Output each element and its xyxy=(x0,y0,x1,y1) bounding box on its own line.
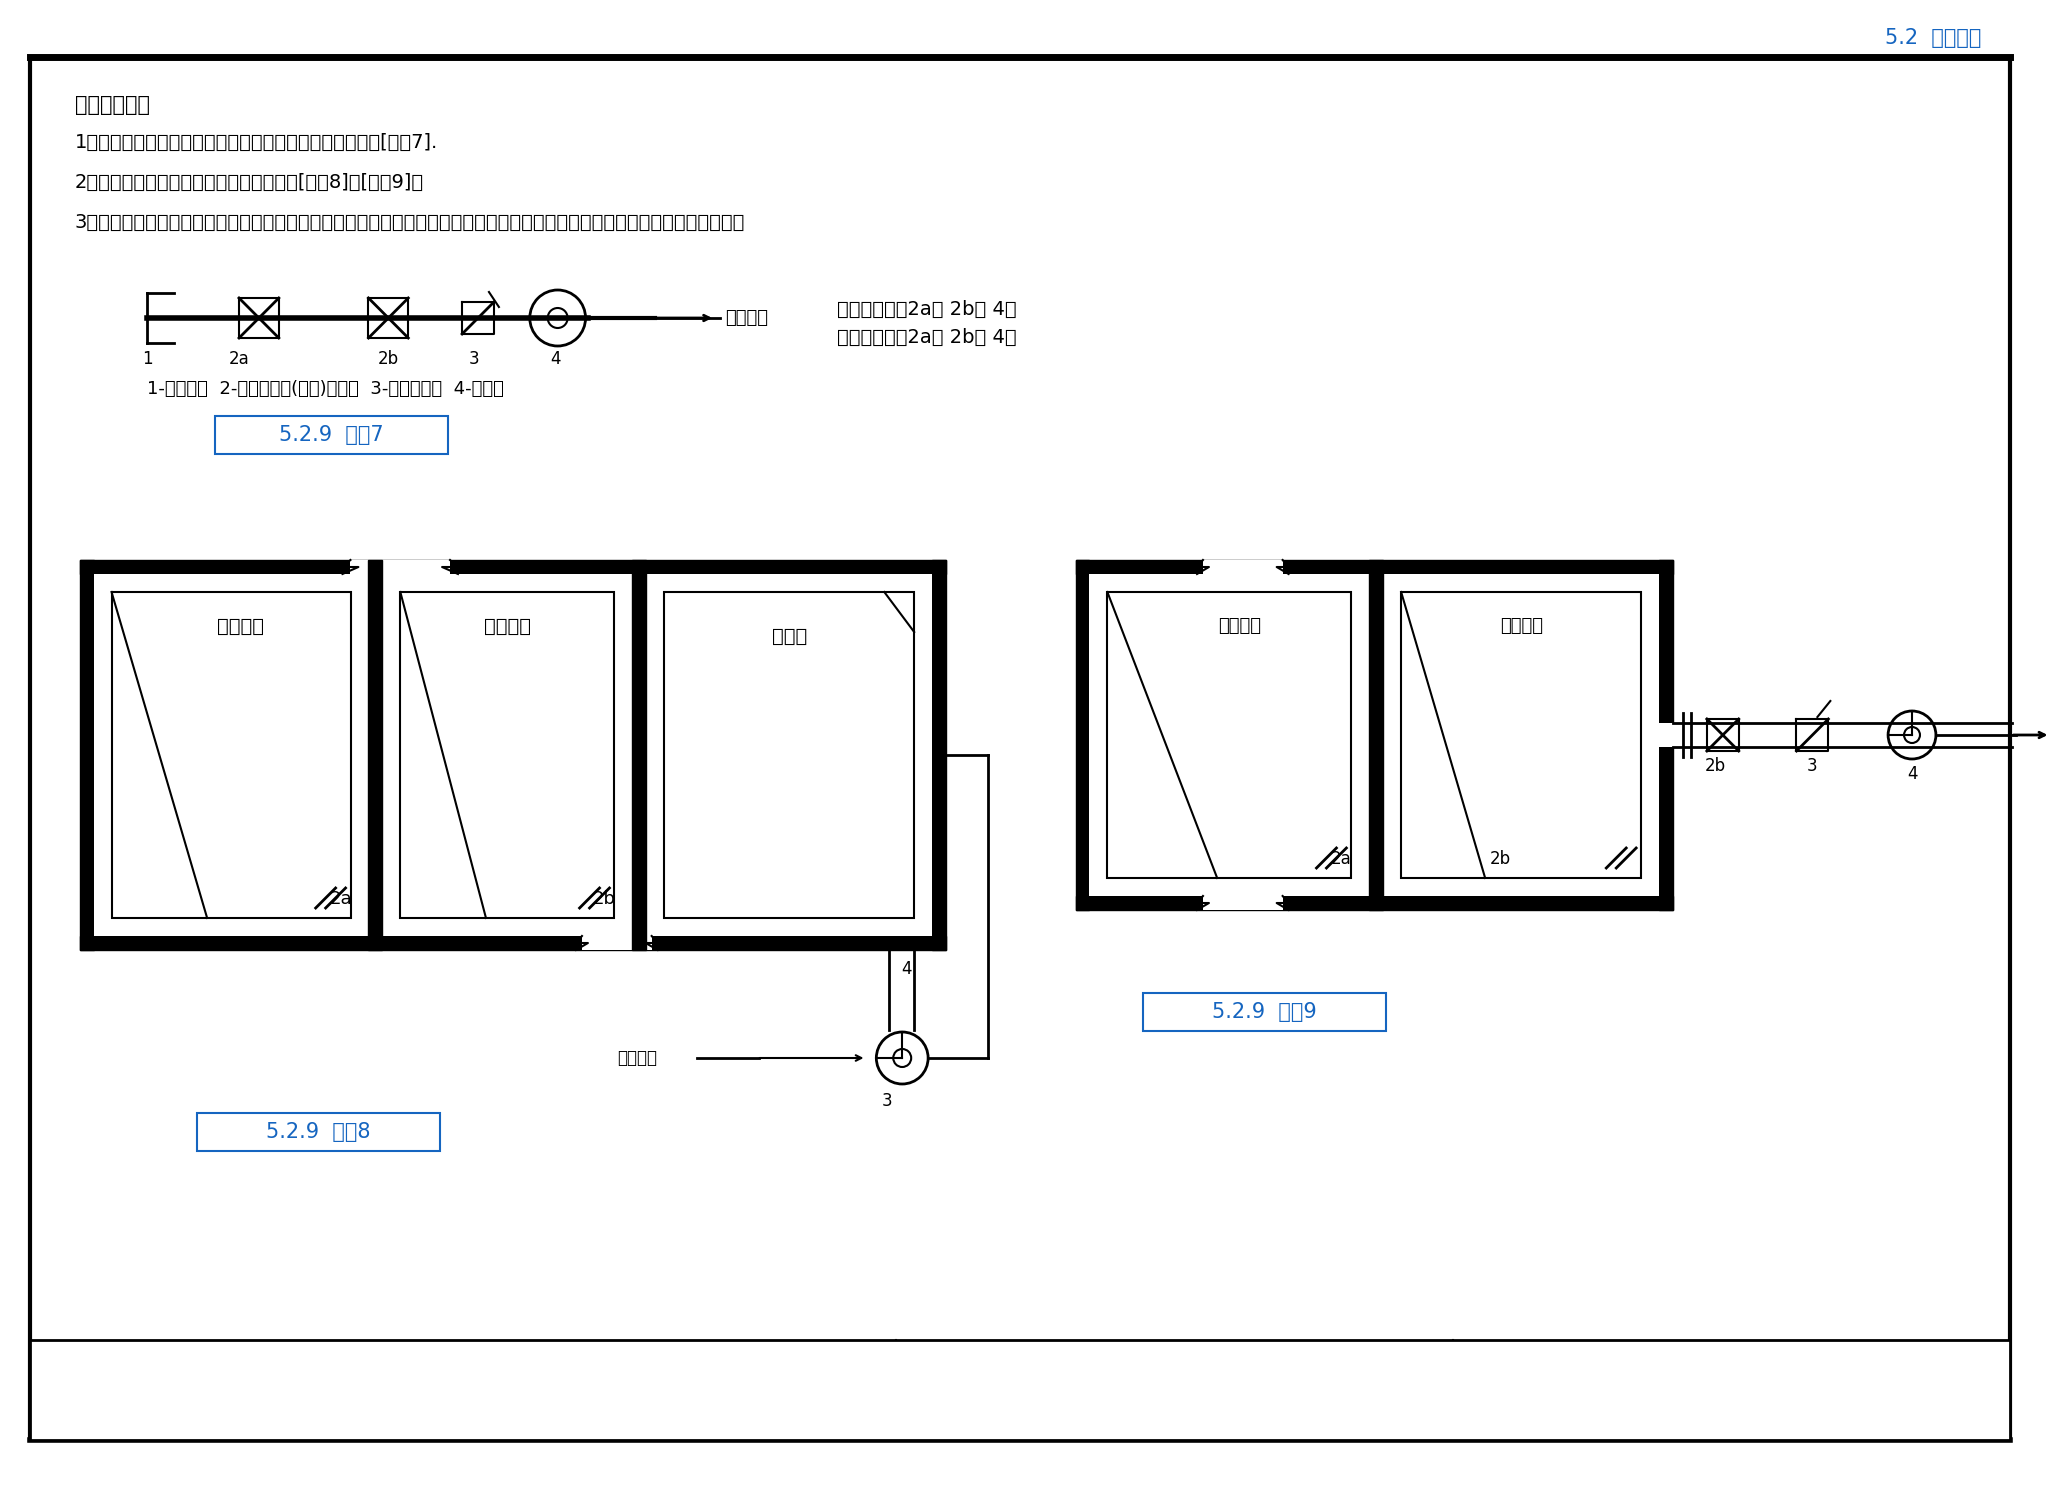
Bar xyxy=(350,561,451,574)
Text: 室内排风: 室内排风 xyxy=(616,1049,657,1067)
Bar xyxy=(94,574,932,936)
Text: 53: 53 xyxy=(1950,1408,1968,1422)
Text: 3: 3 xyxy=(1806,756,1819,774)
Text: 5.2  防护通风: 5.2 防护通风 xyxy=(1886,28,1982,48)
Text: 5.2.9  图示8: 5.2.9 图示8 xyxy=(266,1123,371,1142)
Text: 马连民: 马连民 xyxy=(1745,1408,1769,1422)
Text: 集气室: 集气室 xyxy=(772,626,807,646)
Bar xyxy=(80,936,946,949)
Text: 2b: 2b xyxy=(1491,851,1511,869)
Bar xyxy=(31,1340,2009,1440)
Text: 密闭通道: 密闭通道 xyxy=(483,617,530,635)
Bar xyxy=(1659,561,1673,910)
Text: 耿世彬: 耿世彬 xyxy=(1036,1408,1061,1422)
Text: 3: 3 xyxy=(883,1091,893,1109)
Bar xyxy=(1108,592,1352,878)
Bar xyxy=(582,936,651,949)
Text: 2b: 2b xyxy=(594,890,616,907)
Text: 竟  勇: 竟 勇 xyxy=(1339,1408,1364,1422)
Bar xyxy=(1202,896,1282,910)
Text: 4: 4 xyxy=(551,350,561,368)
Bar xyxy=(1075,561,1090,910)
FancyBboxPatch shape xyxy=(1143,993,1386,1032)
Text: 校对: 校对 xyxy=(1243,1408,1260,1422)
Bar xyxy=(80,561,946,574)
Text: 排风竖井: 排风竖井 xyxy=(217,617,264,635)
Text: 1-消波设施  2-密闭阀门或(防护)密闭门  3-风量调节阀  4-排风机: 1-消波设施 2-密闭阀门或(防护)密闭门 3-风量调节阀 4-排风机 xyxy=(147,380,504,398)
Text: 5.2.9  图示7: 5.2.9 图示7 xyxy=(279,425,383,446)
Text: 2b: 2b xyxy=(1704,756,1724,774)
Text: 清洁式通风：2a、 2b、 4开: 清洁式通风：2a、 2b、 4开 xyxy=(836,300,1016,318)
Bar xyxy=(369,561,383,949)
Bar xyxy=(633,561,647,949)
Text: 4: 4 xyxy=(901,960,911,978)
Text: 页: 页 xyxy=(1853,1408,1862,1422)
Bar xyxy=(664,592,913,918)
Bar xyxy=(1090,574,1659,896)
Bar xyxy=(1202,561,1282,574)
Bar xyxy=(1659,724,1675,748)
Text: 审核: 审核 xyxy=(938,1408,954,1422)
Text: 3: 3 xyxy=(469,350,479,368)
Text: 隔绝式通风：2a、 2b、 4关: 隔绝式通风：2a、 2b、 4关 xyxy=(836,327,1016,347)
Bar xyxy=(111,592,350,918)
Bar xyxy=(932,561,946,949)
Text: 密闭通道: 密闭通道 xyxy=(1499,617,1542,635)
Text: 1: 1 xyxy=(141,350,154,368)
Text: 1、防空地下室只设清洁、隔绝通风方式时，排风原理图见[图示7].: 1、防空地下室只设清洁、隔绝通风方式时，排风原理图见[图示7]. xyxy=(74,133,438,152)
Bar xyxy=(399,592,614,918)
Text: 排风竖井: 排风竖井 xyxy=(1219,617,1262,635)
FancyBboxPatch shape xyxy=(197,1112,440,1151)
Text: 设计: 设计 xyxy=(1546,1408,1563,1422)
Text: 2b: 2b xyxy=(377,350,399,368)
Text: 爺多: 爺多 xyxy=(1444,1408,1462,1422)
Text: 防护通风-5.2.9(续): 防护通风-5.2.9(续) xyxy=(313,1369,612,1411)
FancyBboxPatch shape xyxy=(215,416,449,454)
Text: 图集号: 图集号 xyxy=(1157,1356,1192,1374)
Text: 马吉民: 马吉民 xyxy=(1642,1408,1667,1422)
Text: 2a: 2a xyxy=(330,890,352,907)
Bar xyxy=(1075,561,1673,574)
Bar xyxy=(1370,561,1382,910)
Text: 5.2.9  图示9: 5.2.9 图示9 xyxy=(1212,1002,1317,1023)
Text: 05SFK10: 05SFK10 xyxy=(1688,1356,1774,1374)
Text: 3、室外空气未受污染时，打开防护密闭门和密闭门进行清洁式通风，在紧急情况下关闭防护密闭门和密闭门，以实现隔绝防护。: 3、室外空气未受污染时，打开防护密闭门和密闭门进行清洁式通风，在紧急情况下关闭防… xyxy=(74,212,745,232)
Bar xyxy=(1075,896,1673,910)
Text: 2、只设清洁、隔绝通风方式时平面布置见[图示8]、[图示9]。: 2、只设清洁、隔绝通风方式时平面布置见[图示8]、[图示9]。 xyxy=(74,173,424,191)
Text: 设计中注意：: 设计中注意： xyxy=(74,96,150,115)
Text: 2a: 2a xyxy=(229,350,250,368)
Bar xyxy=(80,561,94,949)
Text: 2a: 2a xyxy=(1331,851,1352,869)
Bar xyxy=(1401,592,1640,878)
Text: 室内排风: 室内排风 xyxy=(725,309,768,327)
Text: 耿世彬: 耿世彬 xyxy=(1137,1408,1161,1422)
Text: 4: 4 xyxy=(1907,765,1917,783)
